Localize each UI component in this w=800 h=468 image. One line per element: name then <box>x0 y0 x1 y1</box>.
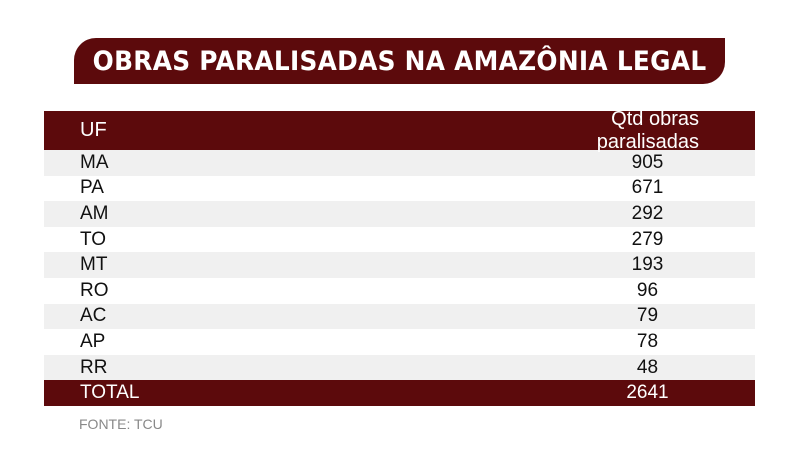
table-row: MT 193 <box>44 252 755 278</box>
cell-uf: MT <box>80 254 108 276</box>
cell-qtd: 193 <box>631 254 664 276</box>
page-title: OBRAS PARALISADAS NA AMAZÔNIA LEGAL <box>92 45 707 77</box>
cell-uf: TO <box>80 228 107 250</box>
cell-uf: AP <box>80 330 106 352</box>
source-note: FONTE: TCU <box>79 416 163 432</box>
total-label: TOTAL <box>80 382 140 404</box>
cell-qtd: 292 <box>631 202 664 224</box>
cell-qtd: 96 <box>636 279 659 301</box>
total-row: TOTAL 2641 <box>44 380 755 407</box>
cell-qtd: 78 <box>636 330 659 352</box>
table-row: TO 279 <box>44 227 755 253</box>
cell-uf: AC <box>80 305 107 327</box>
title-banner: OBRAS PARALISADAS NA AMAZÔNIA LEGAL <box>74 38 725 84</box>
cell-qtd: 48 <box>636 356 659 378</box>
table-row: PA 671 <box>44 176 755 202</box>
total-value: 2641 <box>626 382 669 404</box>
table-row: AC 79 <box>44 303 755 330</box>
cell-uf: AM <box>80 202 109 224</box>
table-header: UF Qtd obras paralisadas <box>44 108 755 153</box>
cell-qtd: 279 <box>631 228 664 250</box>
table-row: MA 905 <box>44 150 755 176</box>
header-uf: UF <box>80 119 107 141</box>
cell-qtd: 905 <box>631 151 664 173</box>
data-table: UF Qtd obras paralisadas MA 905 PA 671 AM 292… <box>44 108 755 407</box>
cell-uf: PA <box>80 177 104 199</box>
cell-uf: RR <box>80 356 108 378</box>
cell-uf: RO <box>80 279 109 301</box>
header-qtd: Qtd obras paralisadas <box>596 107 699 153</box>
table-row: AP 78 <box>44 329 755 355</box>
table-row: RR 48 <box>44 354 755 381</box>
table-row: AM 292 <box>44 201 755 227</box>
table-row: RO 96 <box>44 278 755 304</box>
cell-qtd: 79 <box>636 305 659 327</box>
cell-qtd: 671 <box>631 177 664 199</box>
cell-uf: MA <box>80 151 109 173</box>
table-body: MA 905 PA 671 AM 292 TO 279 MT 193 RO 96 AC 79 AP 78 RR 4… <box>44 150 755 381</box>
